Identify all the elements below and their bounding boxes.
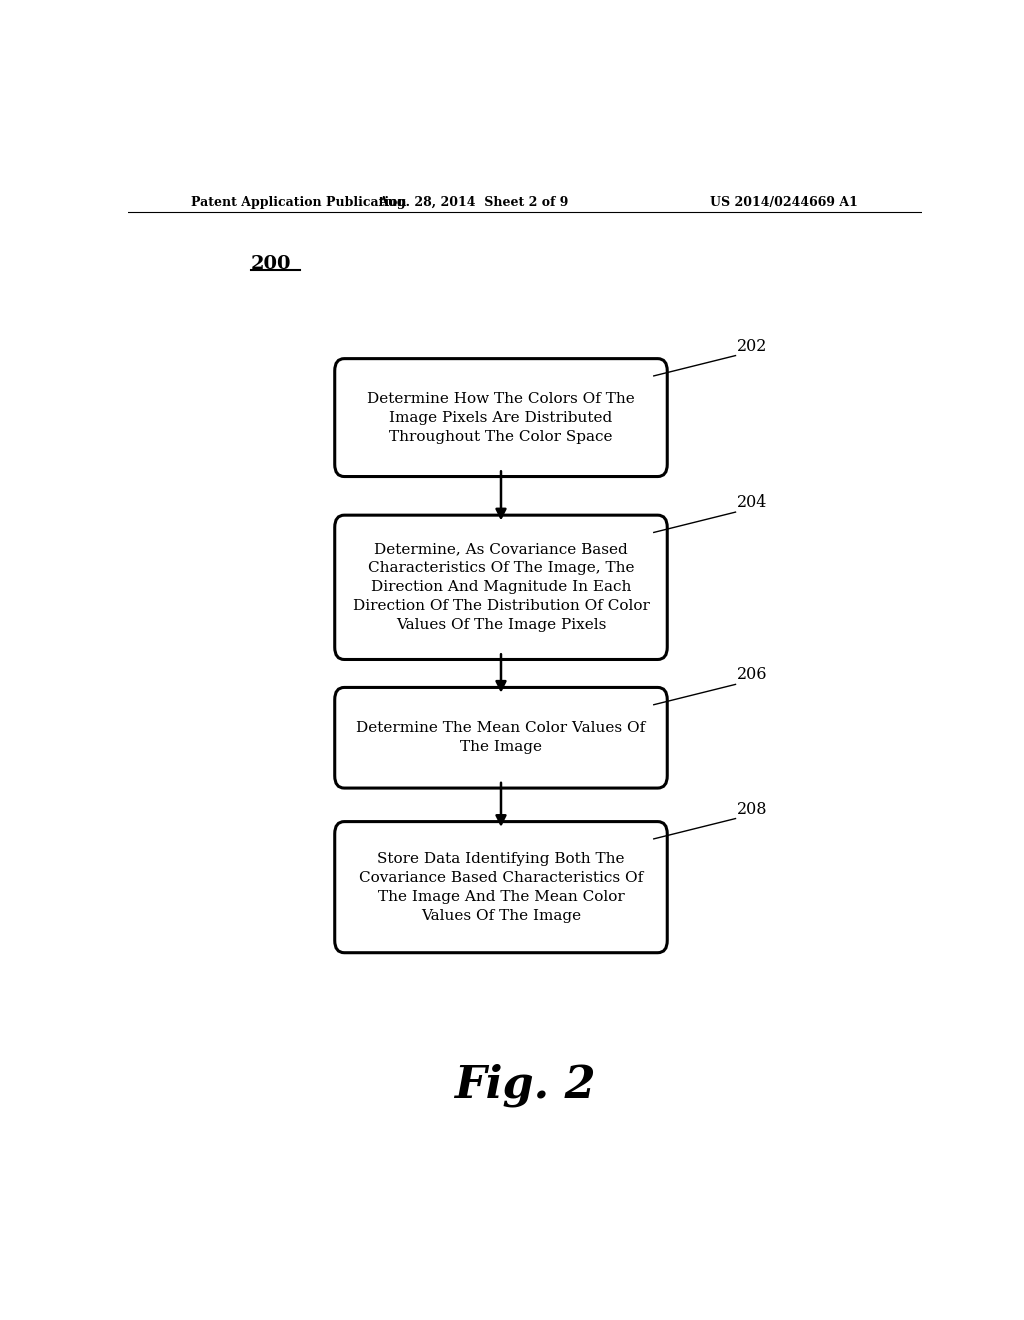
- Text: 204: 204: [737, 494, 767, 511]
- Text: Aug. 28, 2014  Sheet 2 of 9: Aug. 28, 2014 Sheet 2 of 9: [378, 195, 568, 209]
- Text: Fig. 2: Fig. 2: [454, 1064, 596, 1107]
- FancyBboxPatch shape: [335, 359, 668, 477]
- Text: Patent Application Publication: Patent Application Publication: [191, 195, 407, 209]
- Text: Store Data Identifying Both The
Covariance Based Characteristics Of
The Image An: Store Data Identifying Both The Covarian…: [358, 851, 643, 923]
- Text: US 2014/0244669 A1: US 2014/0244669 A1: [711, 195, 858, 209]
- Text: Determine How The Colors Of The
Image Pixels Are Distributed
Throughout The Colo: Determine How The Colors Of The Image Pi…: [368, 392, 635, 444]
- Text: 200: 200: [251, 255, 292, 273]
- Text: 206: 206: [737, 667, 768, 684]
- Text: Determine The Mean Color Values Of
The Image: Determine The Mean Color Values Of The I…: [356, 721, 645, 754]
- FancyBboxPatch shape: [335, 688, 668, 788]
- FancyBboxPatch shape: [335, 821, 668, 953]
- Text: 202: 202: [737, 338, 767, 355]
- Text: Determine, As Covariance Based
Characteristics Of The Image, The
Direction And M: Determine, As Covariance Based Character…: [352, 543, 649, 632]
- Text: 208: 208: [737, 800, 768, 817]
- FancyBboxPatch shape: [335, 515, 668, 660]
